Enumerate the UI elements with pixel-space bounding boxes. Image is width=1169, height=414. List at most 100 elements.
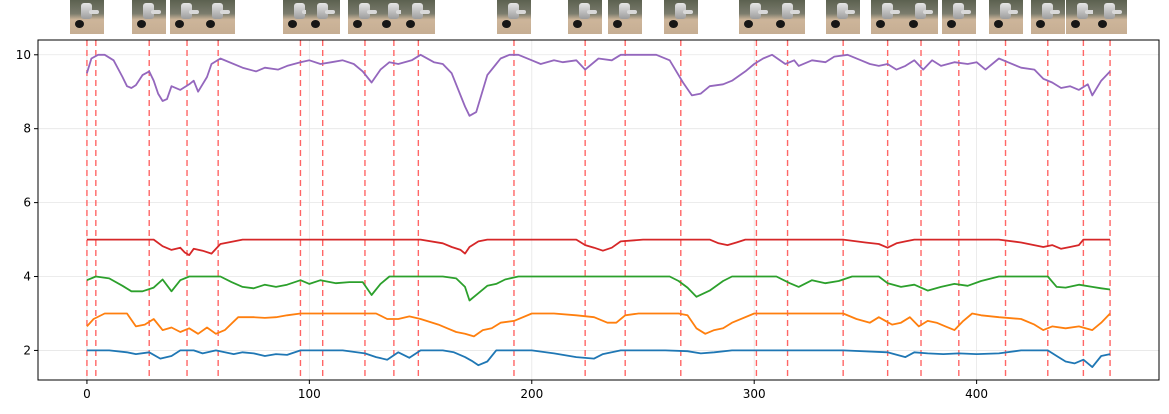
robot-arm-shape bbox=[782, 3, 793, 19]
frame-thumbnail bbox=[826, 0, 860, 34]
robot-arm-shape bbox=[882, 3, 893, 19]
gripper-shape bbox=[923, 10, 933, 14]
robot-arm-shape bbox=[750, 3, 761, 19]
object-shape bbox=[137, 20, 146, 28]
frame-thumbnail bbox=[170, 0, 204, 34]
gripper-shape bbox=[367, 10, 377, 14]
frame-thumbnail bbox=[771, 0, 805, 34]
gripper-shape bbox=[890, 10, 900, 14]
gripper-shape bbox=[220, 10, 230, 14]
gripper-shape bbox=[587, 10, 597, 14]
series-line-5 bbox=[86, 53, 1111, 117]
robot-arm-shape bbox=[181, 3, 192, 19]
object-shape bbox=[353, 20, 362, 28]
frame-thumbnail bbox=[1093, 0, 1127, 34]
frame-thumbnail bbox=[664, 0, 698, 34]
frame-thumbnail-strip bbox=[0, 0, 1169, 36]
x-tick-label: 200 bbox=[520, 387, 543, 401]
y-tick-label: 8 bbox=[23, 122, 31, 136]
robot-arm-shape bbox=[579, 3, 590, 19]
frame-thumbnail bbox=[739, 0, 773, 34]
gripper-shape bbox=[683, 10, 693, 14]
gripper-shape bbox=[516, 10, 526, 14]
gripper-shape bbox=[151, 10, 161, 14]
object-shape bbox=[776, 20, 785, 28]
y-tick-label: 10 bbox=[16, 48, 31, 62]
frame-thumbnail bbox=[348, 0, 382, 34]
robot-arm-shape bbox=[317, 3, 328, 19]
gripper-shape bbox=[627, 10, 637, 14]
robot-arm-shape bbox=[1104, 3, 1115, 19]
y-tick-label: 6 bbox=[23, 196, 31, 210]
robot-arm-shape bbox=[1042, 3, 1053, 19]
robot-arm-shape bbox=[412, 3, 423, 19]
x-tick-label: 400 bbox=[965, 387, 988, 401]
y-tick-label: 4 bbox=[23, 270, 31, 284]
object-shape bbox=[502, 20, 511, 28]
object-shape bbox=[994, 20, 1003, 28]
object-shape bbox=[288, 20, 297, 28]
robot-arm-shape bbox=[508, 3, 519, 19]
gripper-shape bbox=[790, 10, 800, 14]
robot-arm-shape bbox=[359, 3, 370, 19]
robot-arm-shape bbox=[212, 3, 223, 19]
robot-arm-shape bbox=[388, 3, 399, 19]
event-markers bbox=[86, 40, 1111, 380]
series-line-3 bbox=[86, 275, 1111, 302]
frame-thumbnail bbox=[904, 0, 938, 34]
object-shape bbox=[613, 20, 622, 28]
object-shape bbox=[382, 20, 391, 28]
y-tick-label: 2 bbox=[23, 343, 31, 357]
frame-thumbnail bbox=[989, 0, 1023, 34]
object-shape bbox=[406, 20, 415, 28]
robot-arm-shape bbox=[619, 3, 630, 19]
robot-arm-shape bbox=[837, 3, 848, 19]
series-line-4 bbox=[86, 238, 1111, 256]
object-shape bbox=[1036, 20, 1045, 28]
frame-thumbnail bbox=[306, 0, 340, 34]
gripper-shape bbox=[1112, 10, 1122, 14]
gripper-shape bbox=[845, 10, 855, 14]
frame-thumbnail bbox=[1031, 0, 1065, 34]
series-line-2 bbox=[86, 312, 1111, 338]
frame-thumbnail bbox=[942, 0, 976, 34]
object-shape bbox=[75, 20, 84, 28]
frame-thumbnail bbox=[497, 0, 531, 34]
frame-thumbnail bbox=[568, 0, 602, 34]
object-shape bbox=[831, 20, 840, 28]
grid-lines bbox=[38, 40, 1159, 380]
x-axis: 0 100 200 300 400 bbox=[83, 380, 988, 401]
object-shape bbox=[1098, 20, 1107, 28]
robot-arm-shape bbox=[143, 3, 154, 19]
frame-thumbnail bbox=[871, 0, 905, 34]
object-shape bbox=[311, 20, 320, 28]
frame-thumbnail bbox=[70, 0, 104, 34]
frame-thumbnail bbox=[132, 0, 166, 34]
x-tick-label: 100 bbox=[298, 387, 321, 401]
gripper-shape bbox=[189, 10, 199, 14]
gripper-shape bbox=[1008, 10, 1018, 14]
robot-arm-shape bbox=[675, 3, 686, 19]
robot-arm-shape bbox=[1077, 3, 1088, 19]
frame-thumbnail bbox=[401, 0, 435, 34]
object-shape bbox=[909, 20, 918, 28]
gripper-shape bbox=[325, 10, 335, 14]
robot-arm-shape bbox=[953, 3, 964, 19]
object-shape bbox=[175, 20, 184, 28]
x-tick-label: 300 bbox=[743, 387, 766, 401]
robot-arm-shape bbox=[1000, 3, 1011, 19]
object-shape bbox=[206, 20, 215, 28]
gripper-shape bbox=[1085, 10, 1095, 14]
gripper-shape bbox=[89, 10, 99, 14]
frame-thumbnail bbox=[608, 0, 642, 34]
plot-frame bbox=[37, 39, 1160, 381]
gripper-shape bbox=[961, 10, 971, 14]
object-shape bbox=[876, 20, 885, 28]
gripper-shape bbox=[1050, 10, 1060, 14]
series-line-1 bbox=[86, 349, 1111, 368]
object-shape bbox=[573, 20, 582, 28]
robot-arm-shape bbox=[81, 3, 92, 19]
frame-thumbnail bbox=[201, 0, 235, 34]
robot-arm-shape bbox=[915, 3, 926, 19]
